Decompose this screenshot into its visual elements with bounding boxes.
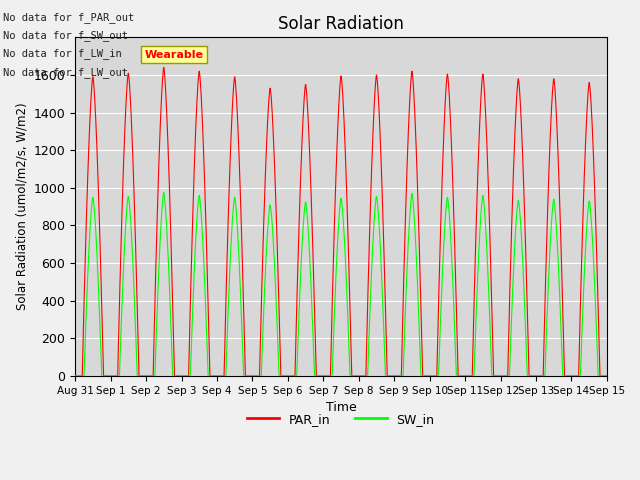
Text: No data for f_LW_in: No data for f_LW_in [3, 48, 122, 60]
Text: Wearable: Wearable [144, 49, 204, 60]
Legend: PAR_in, SW_in: PAR_in, SW_in [243, 408, 440, 431]
Title: Solar Radiation: Solar Radiation [278, 15, 404, 33]
Text: No data for f_SW_out: No data for f_SW_out [3, 30, 128, 41]
Y-axis label: Solar Radiation (umol/m2/s, W/m2): Solar Radiation (umol/m2/s, W/m2) [15, 103, 28, 311]
Text: No data for f_PAR_out: No data for f_PAR_out [3, 12, 134, 23]
Text: No data for f_LW_out: No data for f_LW_out [3, 67, 128, 78]
X-axis label: Time: Time [326, 401, 356, 414]
